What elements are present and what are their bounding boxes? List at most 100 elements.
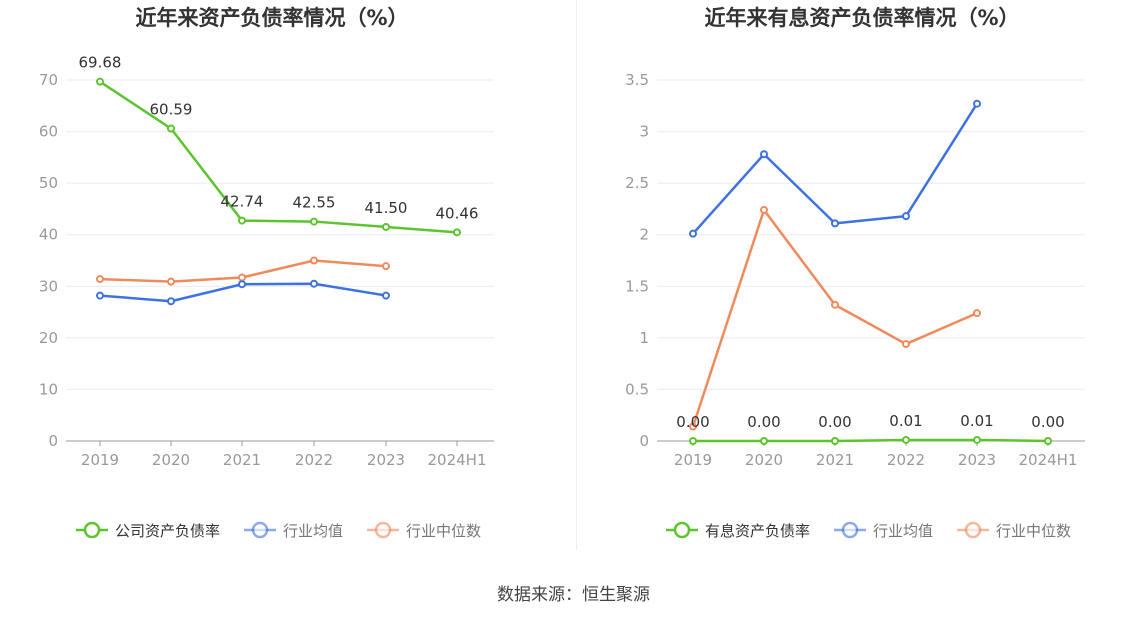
data-point: [689, 422, 697, 431]
legend-item-3: 行业中位数: [957, 521, 1071, 540]
data-point: [831, 437, 839, 445]
legend-item-2: 行业均值: [244, 521, 343, 540]
y-tick-label: 0: [639, 432, 649, 450]
legend-label: 行业中位数: [996, 522, 1071, 540]
y-tick-label: 50: [39, 174, 58, 192]
legend-label: 行业均值: [283, 522, 343, 540]
y-tick-label: 30: [39, 277, 58, 295]
legend-swatch-marker: [83, 521, 101, 539]
legend-swatch-marker: [251, 521, 269, 539]
chart-title: 近年来资产负债率情况（%）: [135, 6, 408, 30]
data-point: [310, 279, 318, 288]
data-source-note: 数据来源：恒生聚源: [497, 585, 650, 605]
data-point: [831, 300, 839, 309]
x-tick-label: 2022: [295, 451, 333, 469]
legend-item-3: 行业中位数: [367, 521, 481, 540]
data-point: [238, 216, 246, 225]
y-tick-label: 60: [39, 123, 58, 141]
data-point: [760, 437, 768, 445]
data-label: 60.59: [150, 101, 193, 119]
data-point: [382, 291, 390, 300]
series-line-2: [692, 103, 979, 235]
panel-divider: [576, 0, 577, 550]
data-label: 0.00: [676, 413, 709, 431]
y-tick-label: 1.5: [625, 277, 649, 295]
data-point: [973, 309, 981, 318]
data-label: 0.01: [889, 412, 922, 430]
x-tick-label: 2019: [674, 451, 712, 469]
data-point: [310, 256, 318, 265]
x-tick-label: 2023: [958, 451, 996, 469]
y-tick-label: 0: [48, 432, 58, 450]
x-tick-label: 2020: [745, 451, 783, 469]
y-tick-label: 3.5: [625, 71, 649, 89]
data-point: [689, 437, 697, 445]
y-tick-label: 3: [639, 123, 649, 141]
data-point: [382, 222, 390, 231]
legend-swatch-marker: [374, 521, 392, 539]
data-label: 0.01: [960, 412, 993, 430]
y-tick-label: 20: [39, 329, 58, 347]
legend-item-2: 行业均值: [834, 521, 933, 540]
data-point: [167, 124, 175, 133]
data-label: 0.00: [1031, 413, 1064, 431]
data-label: 0.00: [747, 413, 780, 431]
data-point: [238, 280, 246, 289]
data-point: [689, 229, 697, 238]
data-point: [382, 262, 390, 271]
x-tick-label: 2024H1: [1019, 451, 1078, 469]
data-point: [167, 277, 175, 286]
data-label: 42.74: [221, 193, 264, 211]
legend-swatch-marker: [964, 521, 982, 539]
data-point: [902, 340, 910, 349]
series-line-1: [99, 80, 458, 234]
data-label: 0.00: [818, 413, 851, 431]
data-point: [96, 275, 104, 284]
legend-label: 行业中位数: [406, 522, 481, 540]
data-point: [760, 150, 768, 159]
x-tick-label: 2024H1: [428, 451, 487, 469]
y-tick-label: 40: [39, 226, 58, 244]
legend-label: 公司资产负债率: [115, 522, 220, 540]
data-label: 41.50: [365, 199, 408, 217]
data-point: [167, 297, 175, 306]
y-tick-label: 1: [639, 329, 649, 347]
data-label: 69.68: [79, 54, 122, 72]
y-tick-label: 2.5: [625, 174, 649, 192]
legend-swatch-marker: [673, 521, 691, 539]
series-line-3: [691, 208, 978, 427]
data-label: 40.46: [436, 204, 479, 222]
x-tick-label: 2021: [223, 451, 261, 469]
y-tick-label: 10: [39, 380, 58, 398]
y-tick-label: 70: [39, 71, 58, 89]
x-tick-label: 2019: [81, 451, 119, 469]
x-tick-label: 2023: [367, 451, 405, 469]
data-point: [310, 217, 318, 226]
series-line-1: [693, 438, 1049, 443]
chart-panel-2: 近年来有息资产负债率情况（%） 0 0.5 1 1.5 2 2.5 3 3.5 2019 2020 2…: [625, 6, 1085, 540]
data-point: [96, 291, 104, 300]
data-point: [973, 435, 981, 444]
legend-swatch-marker: [841, 521, 859, 539]
data-point: [96, 77, 104, 86]
data-point: [973, 99, 981, 108]
legend-item-1: 公司资产负债率: [76, 521, 220, 540]
data-point: [1044, 437, 1052, 445]
chart-panel-1: 近年来资产负债率情况（%） 0 10 20 30 40 50 60 70 2019 2020 2021…: [39, 6, 494, 540]
data-label: 42.55: [293, 194, 336, 212]
legend-label: 有息资产负债率: [705, 522, 810, 540]
chart-title: 近年来有息资产负债率情况（%）: [704, 6, 1019, 30]
data-point: [453, 228, 461, 237]
y-tick-label: 0.5: [625, 380, 649, 398]
data-point: [760, 205, 768, 214]
data-point: [238, 273, 246, 282]
legend-item-1: 有息资产负债率: [666, 521, 810, 540]
x-tick-label: 2020: [152, 451, 190, 469]
data-point: [902, 435, 910, 444]
data-point: [902, 212, 910, 221]
y-tick-label: 2: [639, 226, 649, 244]
legend-label: 行业均值: [873, 522, 933, 540]
data-point: [831, 219, 839, 228]
x-tick-label: 2021: [816, 451, 854, 469]
